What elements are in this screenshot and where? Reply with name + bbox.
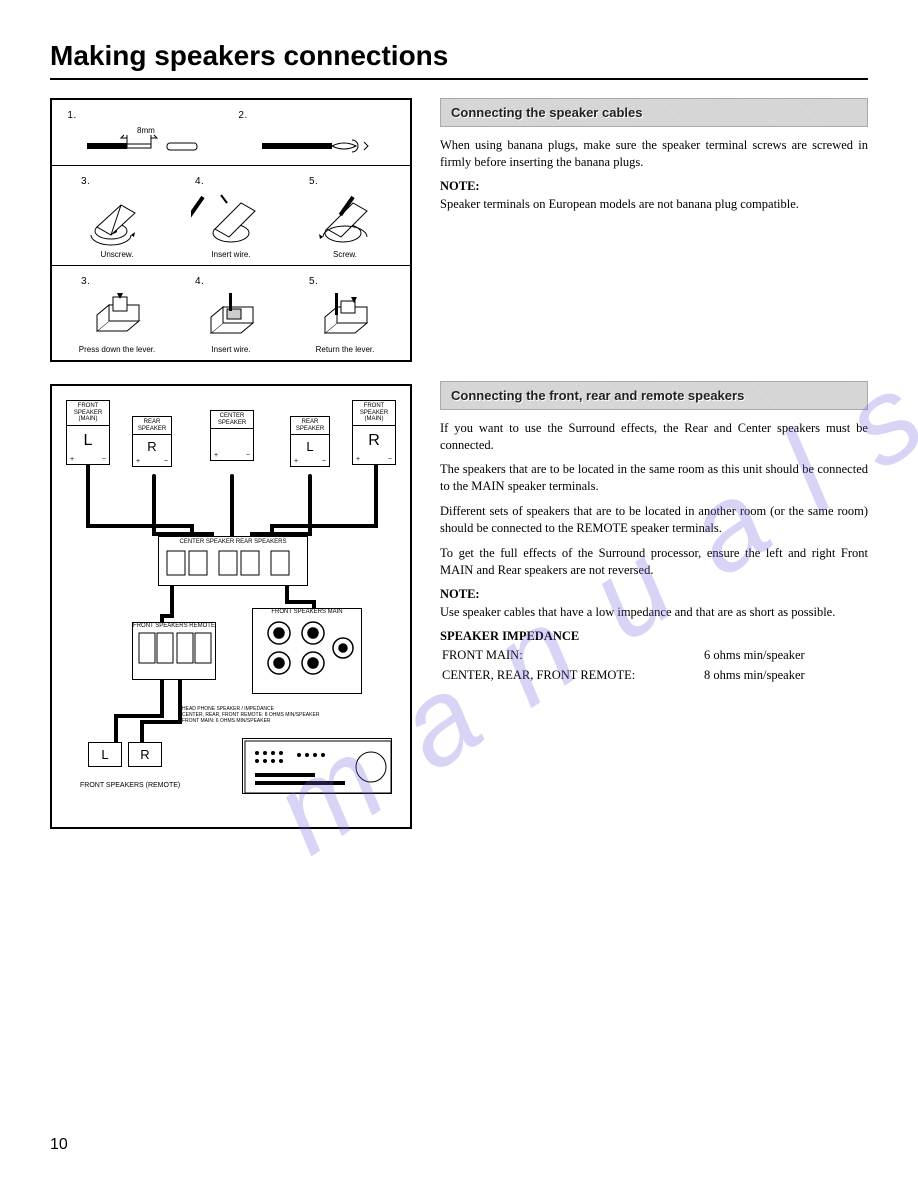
paragraph: To get the full effects of the Surround … (440, 545, 868, 579)
step-number: 2. (234, 110, 398, 121)
remote-caption: FRONT SPEAKERS (REMOTE) (80, 782, 180, 789)
paragraph: Speaker terminals on European models are… (440, 196, 868, 213)
wiring-diagram: FRONT SPEAKER (MAIN) L +− REAR SPEAKER R… (50, 384, 412, 829)
table-row: CENTER, REAR, FRONT REMOTE: 8 ohms min/s… (442, 666, 805, 685)
note-heading: NOTE: (440, 179, 868, 194)
speaker-label: FRONT SPEAKER (MAIN) (353, 401, 395, 426)
step-caption: Insert wire. (191, 250, 271, 259)
diagram-row-3: 3. Press down the lever. 4. (52, 266, 410, 360)
paragraph: When using banana plugs, make sure the s… (440, 137, 868, 171)
step-number: 4. (191, 176, 271, 187)
screw-terminal-icon (305, 191, 385, 246)
dim-label: 8mm (137, 126, 155, 135)
speaker-label: FRONT SPEAKER (MAIN) (67, 401, 109, 426)
step-caption: Unscrew. (77, 250, 157, 259)
imp-value: 6 ohms min/speaker (704, 646, 805, 665)
section-heading-2: Connecting the front, rear and remote sp… (440, 381, 868, 410)
step-number: 4. (191, 276, 271, 287)
page-number: 10 (50, 1136, 68, 1154)
step-number: 3. (77, 176, 157, 187)
speaker-rear-l: REAR SPEAKER L +− (290, 416, 330, 467)
polarity: +− (291, 458, 329, 466)
polarity: +− (133, 458, 171, 466)
speaker-front-main-l: FRONT SPEAKER (MAIN) L +− (66, 400, 110, 465)
speaker-front-main-r: FRONT SPEAKER (MAIN) R +− (352, 400, 396, 465)
diagram-row-1: 1. 8mm 2. (52, 100, 410, 166)
lever-down-icon (77, 291, 157, 341)
step-number: 5. (305, 176, 385, 187)
polarity: +− (67, 456, 109, 464)
step-number: 1. (63, 110, 227, 121)
paragraph: The speakers that are to be located in t… (440, 461, 868, 495)
table-row: FRONT MAIN: 6 ohms min/speaker (442, 646, 805, 665)
two-column-layout: 1. 8mm 2. (50, 98, 868, 829)
speaker-channel: R (353, 426, 395, 456)
lever-insert-icon (191, 291, 271, 341)
speaker-label: REAR SPEAKER (291, 417, 329, 435)
polarity: +− (353, 456, 395, 464)
step-caption: Press down the lever. (77, 345, 157, 354)
diagram-row-2: 3. Unscrew. 4. (52, 166, 410, 266)
step-caption: Return the lever. (305, 345, 385, 354)
unscrew-terminal-icon (77, 191, 157, 246)
speaker-channel: L (291, 435, 329, 458)
step-number: 3. (77, 276, 157, 287)
terminal-block-icon (159, 547, 309, 581)
speaker-rear-r: REAR SPEAKER R +− (132, 416, 172, 467)
paragraph: If you want to use the Surround effects,… (440, 420, 868, 454)
polarity: +− (211, 452, 253, 460)
cable-prep-diagram: 1. 8mm 2. (50, 98, 412, 362)
impedance-heading: SPEAKER IMPEDANCE (440, 629, 868, 644)
panel-label: CENTER SPEAKER REAR SPEAKERS (159, 537, 307, 547)
lever-return-icon (305, 291, 385, 341)
speaker-remote-r: R (128, 742, 162, 767)
speaker-channel: L (89, 743, 121, 766)
impedance-footnote: HEAD PHONE SPEAKER / IMPEDANCE CENTER, R… (182, 706, 362, 724)
speaker-label: CENTER SPEAKER (211, 411, 253, 429)
receiver-unit (242, 738, 392, 794)
section-heading-1: Connecting the speaker cables (440, 98, 868, 127)
note-heading: NOTE: (440, 587, 868, 602)
wire-twist-icon (252, 125, 382, 159)
speaker-channel: R (133, 435, 171, 458)
speaker-remote-l: L (88, 742, 122, 767)
imp-label: CENTER, REAR, FRONT REMOTE: (442, 666, 702, 685)
speaker-channel: R (129, 743, 161, 766)
receiver-front-icon (243, 739, 393, 795)
paragraph: Different sets of speakers that are to b… (440, 503, 868, 537)
paragraph: Use speaker cables that have a low imped… (440, 604, 868, 621)
wire-strip-icon: 8mm (81, 125, 211, 159)
binding-posts-icon (253, 615, 363, 685)
insert-wire-terminal-icon (191, 191, 271, 246)
rear-terminal-panel: CENTER SPEAKER REAR SPEAKERS (158, 536, 308, 586)
step-caption: Insert wire. (191, 345, 271, 354)
terminal-block-icon (133, 629, 217, 671)
main-terminal-panel: FRONT SPEAKERS MAIN (252, 608, 362, 694)
right-column: Connecting the speaker cables When using… (440, 98, 868, 829)
imp-label: FRONT MAIN: (442, 646, 702, 665)
speaker-label: REAR SPEAKER (133, 417, 171, 435)
remote-terminal-panel: FRONT SPEAKERS REMOTE (132, 622, 216, 680)
step-number: 5. (305, 276, 385, 287)
impedance-table: FRONT MAIN: 6 ohms min/speaker CENTER, R… (440, 644, 807, 688)
speaker-channel (211, 429, 253, 452)
vertical-spacer (440, 221, 868, 381)
speaker-center: CENTER SPEAKER +− (210, 410, 254, 461)
left-column: 1. 8mm 2. (50, 98, 412, 829)
page-title: Making speakers connections (50, 40, 868, 80)
speaker-channel: L (67, 426, 109, 456)
step-caption: Screw. (305, 250, 385, 259)
imp-value: 8 ohms min/speaker (704, 666, 805, 685)
